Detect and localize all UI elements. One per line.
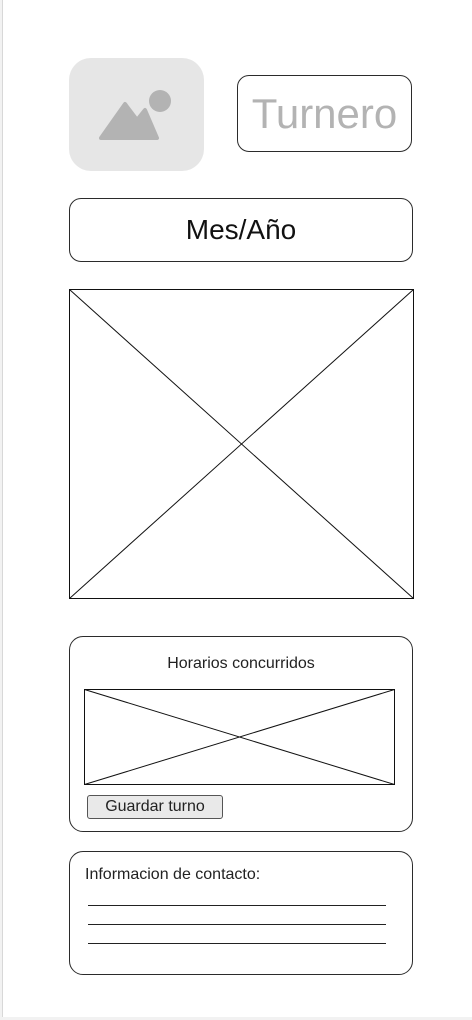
contact-line[interactable]	[88, 905, 386, 906]
month-year-selector[interactable]: Mes/Año	[69, 198, 413, 262]
contact-line[interactable]	[88, 924, 386, 925]
horarios-panel: Horarios concurridos Guardar turno	[69, 636, 413, 832]
save-turn-button[interactable]: Guardar turno	[87, 795, 223, 819]
horarios-chart-placeholder	[84, 689, 395, 785]
contact-title: Informacion de contacto:	[85, 866, 261, 883]
contact-line[interactable]	[88, 943, 386, 944]
logo-image-placeholder	[69, 58, 204, 171]
month-year-label: Mes/Año	[185, 214, 297, 245]
contact-panel: Informacion de contacto:	[69, 851, 413, 975]
image-placeholder-icon	[99, 90, 171, 140]
app-title-box: Turnero	[237, 75, 412, 152]
app-title: Turnero	[251, 89, 398, 137]
calendar-placeholder[interactable]	[69, 289, 414, 599]
horarios-title: Horarios concurridos	[167, 655, 315, 672]
